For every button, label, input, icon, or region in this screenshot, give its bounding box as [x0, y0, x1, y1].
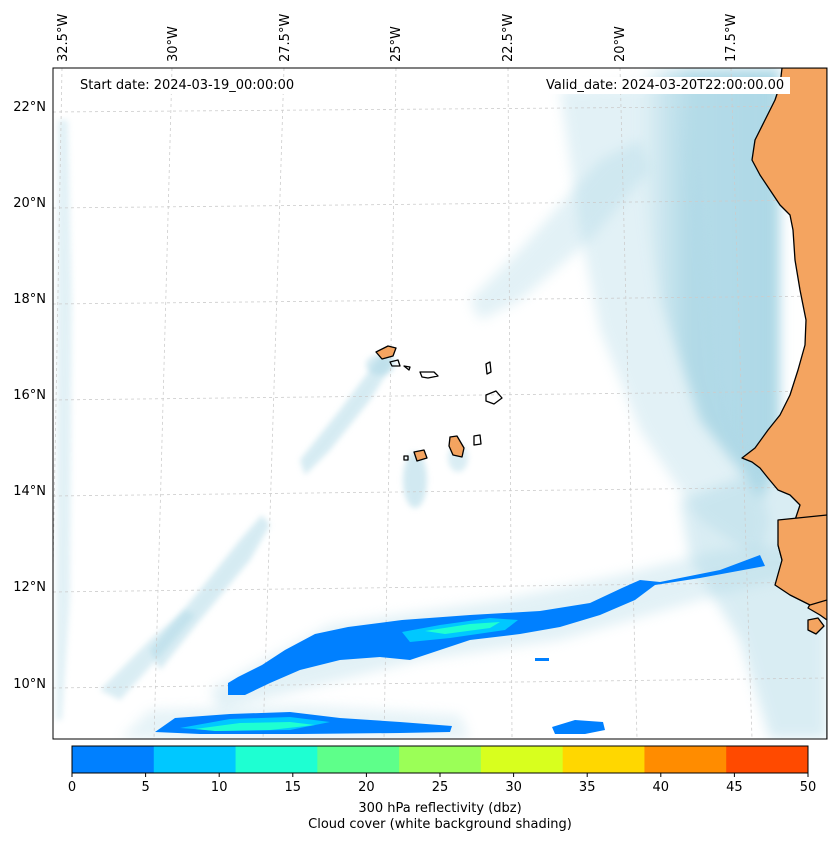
latitude-labels: 22°N 20°N 18°N 16°N 14°N 12°N 10°N — [13, 100, 46, 692]
sal-island — [485, 361, 492, 375]
cloud-band-ne — [470, 140, 650, 320]
reflectivity-contours — [155, 555, 765, 734]
bissagos-islands — [807, 617, 825, 635]
colorbar-segment — [153, 746, 237, 773]
lat-label-18n: 18°N — [13, 292, 46, 307]
colorbar-tick-label: 0 — [68, 780, 76, 795]
colorbar-tick-label: 10 — [211, 780, 228, 795]
santa-luzia-island — [403, 365, 411, 371]
lon-label-32-5w: 32.5°W — [56, 14, 71, 62]
sao-nicolau-island — [419, 371, 439, 379]
colorbar-segment — [726, 746, 809, 773]
lat-label-22n: 22°N — [13, 100, 46, 115]
lon-label-30w: 30°W — [166, 26, 181, 62]
colorbar-segment — [72, 746, 155, 773]
colorbar-tick-label: 20 — [358, 780, 375, 795]
colorbar-tick-label: 45 — [726, 780, 743, 795]
reflectivity-blob-south — [552, 720, 605, 734]
cloud-blob-islands-1 — [403, 452, 427, 508]
colorbar-title: 300 hPa reflectivity (dbz) Cloud cover (… — [0, 801, 837, 833]
colorbar-label-reflectivity: 300 hPa reflectivity (dbz) — [358, 801, 522, 816]
lon-label-17-5w: 17.5°W — [724, 14, 739, 62]
lat-label-14n: 14°N — [13, 484, 46, 499]
cloud-streak-west — [56, 120, 72, 720]
reflectivity-speck — [535, 658, 549, 661]
colorbar: 0 5 10 15 20 25 30 35 40 45 50 — [68, 745, 816, 795]
colorbar-tick-label: 35 — [579, 780, 596, 795]
colorbar-tick-label: 15 — [285, 780, 302, 795]
maio-island — [473, 434, 482, 446]
lat-label-10n: 10°N — [13, 677, 46, 692]
colorbar-segments — [72, 746, 809, 773]
reflectivity-band-bottom-15dbz — [195, 722, 315, 731]
valid-date-annotation: Valid_date: 2024-03-20T22:00:00.00 — [540, 77, 791, 94]
lat-label-12n: 12°N — [13, 580, 46, 595]
reflectivity-band-main-15dbz — [425, 622, 500, 634]
map-frame — [52, 67, 828, 740]
colorbar-segment — [644, 746, 727, 773]
colorbar-segment — [480, 746, 564, 773]
colorbar-segment — [399, 746, 482, 773]
lon-label-27-5w: 27.5°W — [278, 14, 293, 62]
colorbar-segment — [317, 746, 400, 773]
longitude-labels: 32.5°W 30°W 27.5°W 25°W 22.5°W 20°W 17.5… — [56, 14, 739, 62]
lon-label-20w: 20°W — [613, 26, 628, 62]
brava-island — [403, 455, 409, 461]
land — [375, 68, 827, 739]
santo-antao-island — [375, 345, 397, 360]
colorbar-tick-label: 25 — [432, 780, 449, 795]
colorbar-ticks: 0 5 10 15 20 25 30 35 40 45 50 — [68, 773, 816, 795]
colorbar-tick-label: 50 — [800, 780, 817, 795]
map-content — [53, 68, 827, 739]
colorbar-tick-label: 5 — [141, 780, 149, 795]
colorbar-tick-label: 40 — [653, 780, 670, 795]
colorbar-segment — [562, 746, 645, 773]
santiago-island — [448, 435, 465, 458]
lon-label-25w: 25°W — [389, 26, 404, 62]
cloud-blob-islands-2 — [366, 355, 394, 375]
cloud-streak-islands — [300, 350, 395, 475]
lat-label-16n: 16°N — [13, 388, 46, 403]
cloud-streak-sw-2 — [100, 610, 195, 700]
lat-label-20n: 20°N — [13, 196, 46, 211]
colorbar-label-cloud-cover: Cloud cover (white background shading) — [308, 817, 572, 832]
start-date-annotation: Start date: 2024-03-19_00:00:00 — [74, 77, 301, 94]
fogo-island — [413, 449, 428, 462]
colorbar-tick-label: 30 — [505, 780, 522, 795]
boa-vista-island — [485, 390, 503, 405]
gambia-senegal-detail — [774, 514, 827, 606]
lon-label-22-5w: 22.5°W — [501, 14, 516, 62]
sao-vicente-island — [389, 359, 401, 367]
colorbar-segment — [235, 746, 318, 773]
